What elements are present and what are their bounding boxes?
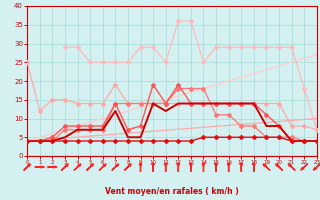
X-axis label: Vent moyen/en rafales ( km/h ): Vent moyen/en rafales ( km/h ) — [105, 187, 239, 196]
